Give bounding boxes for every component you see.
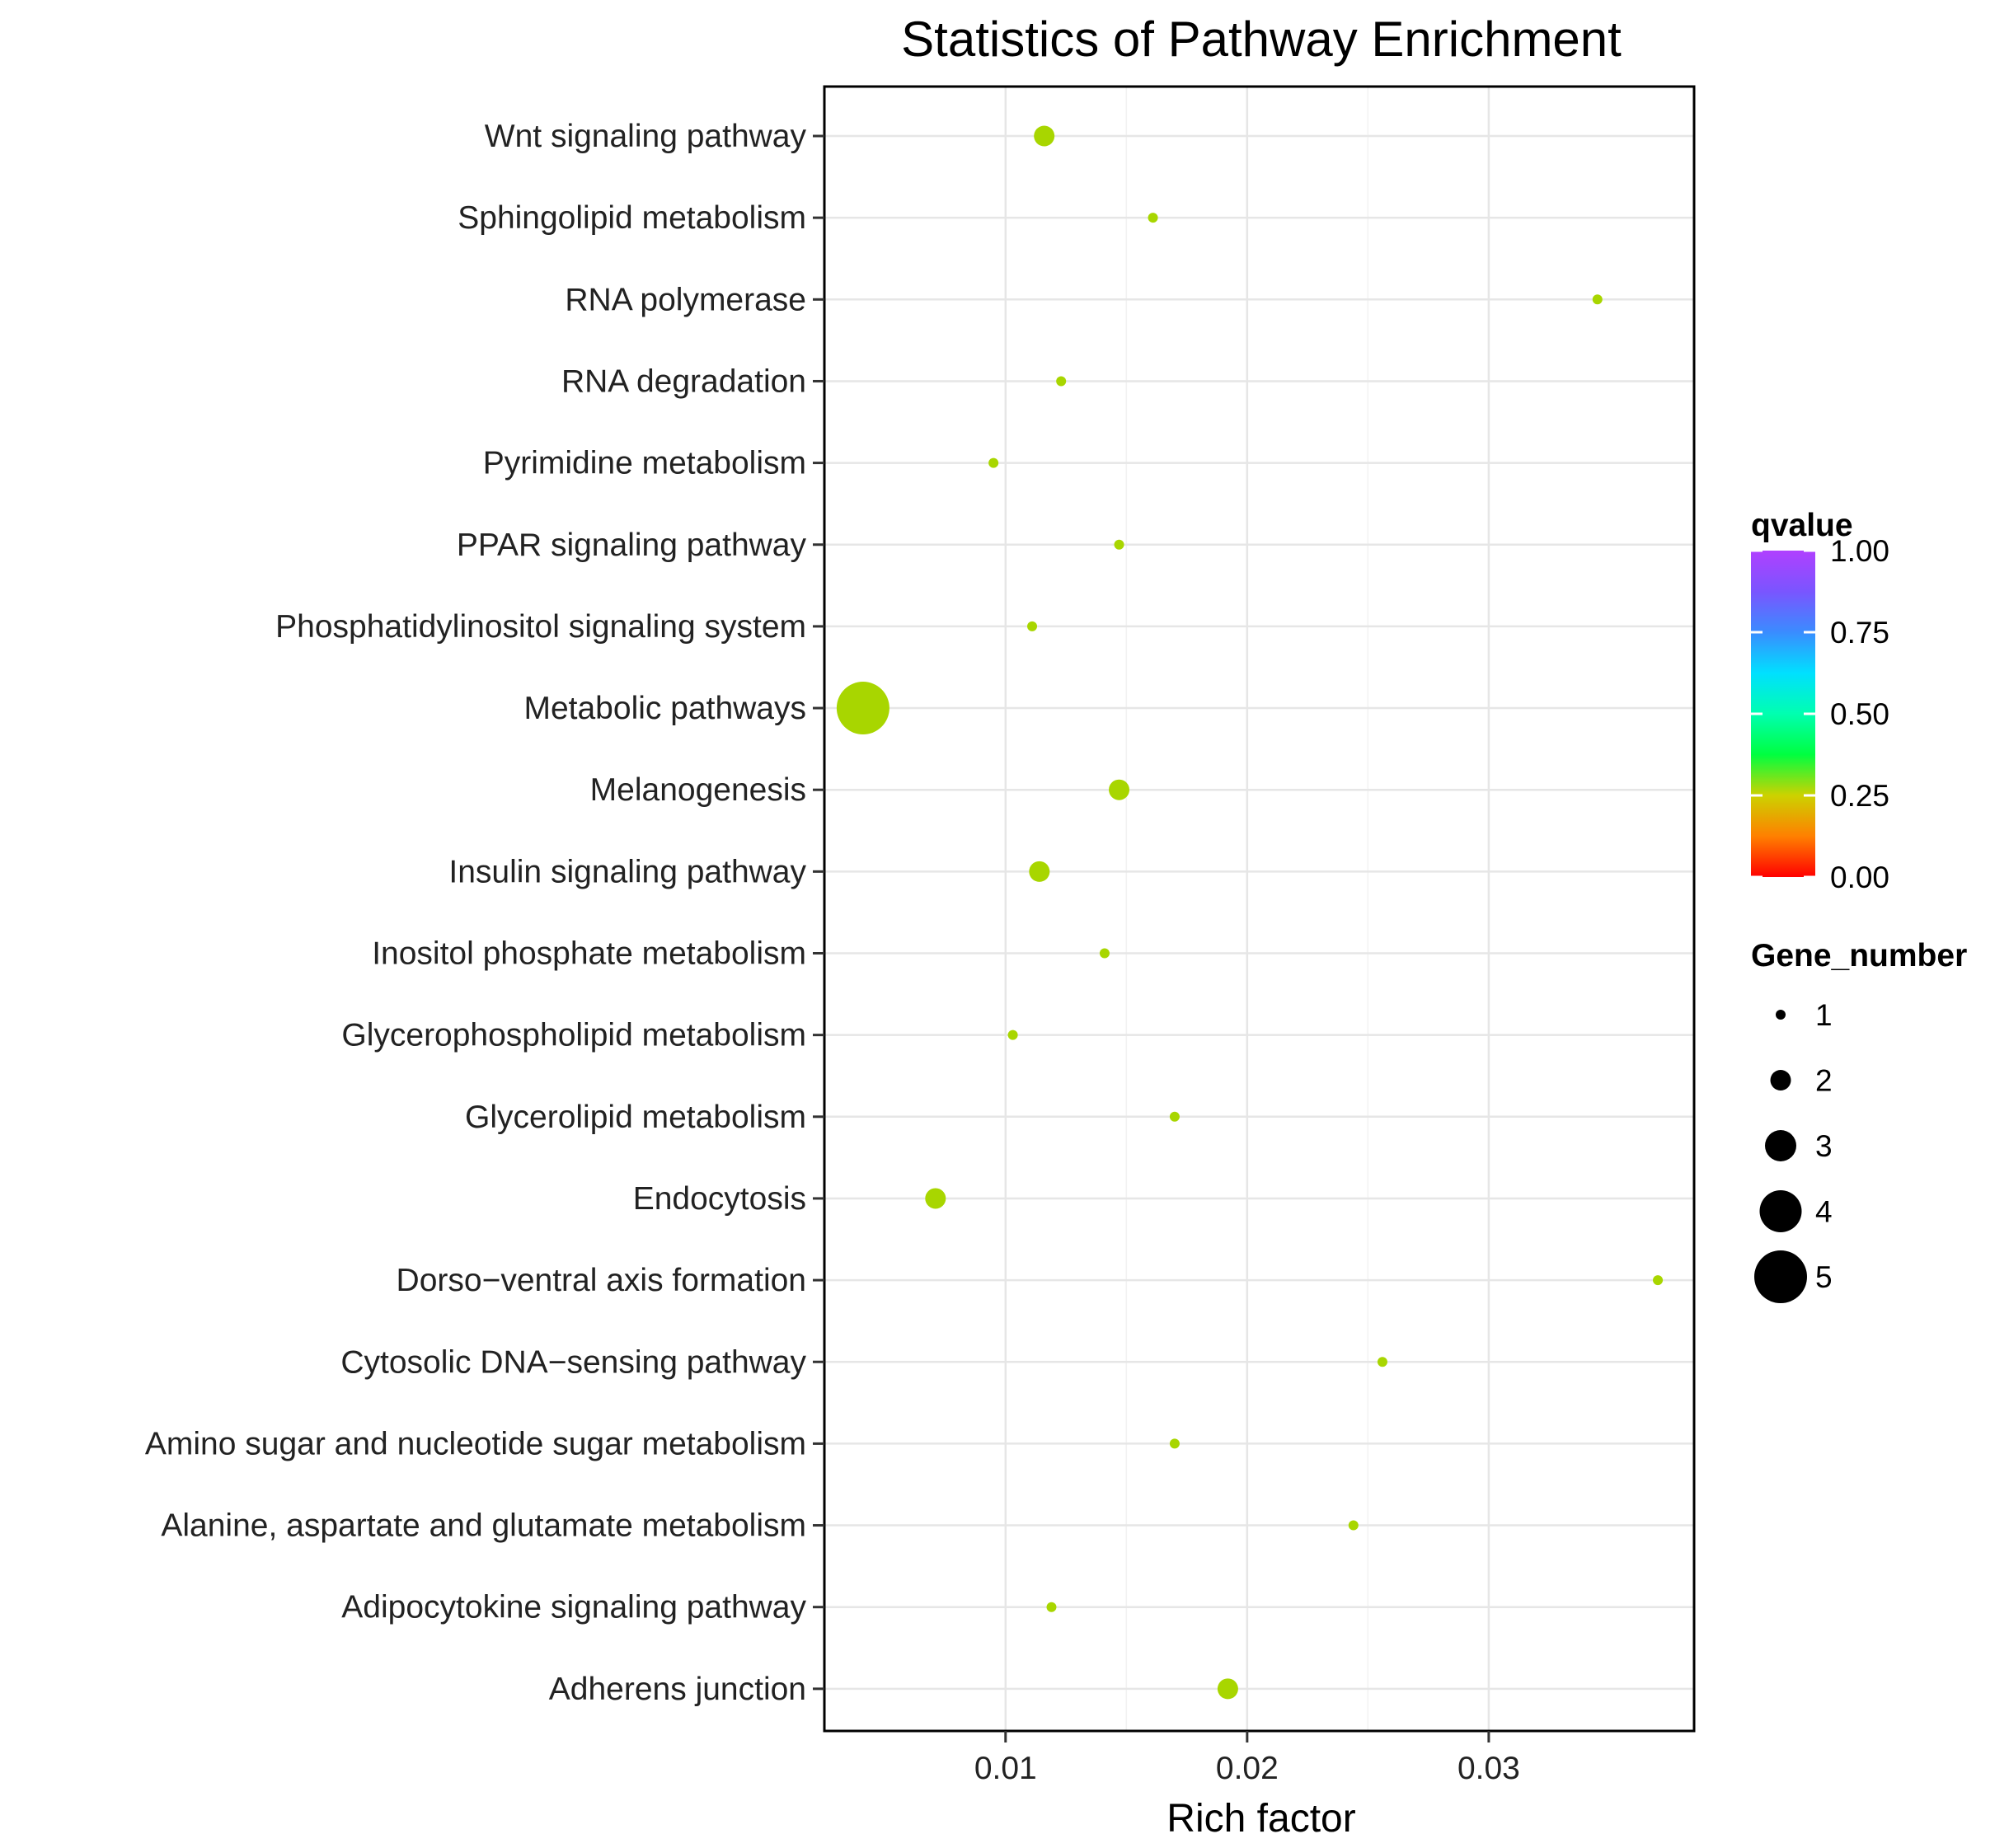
data-point [1027,621,1038,631]
plot-border [823,85,1696,1733]
y-axis: Wnt signaling pathway Sphingolipid metabo… [145,119,824,1707]
y-tick-label: Glycerolipid metabolism [465,1100,806,1135]
y-tick-label: Metabolic pathways [523,691,806,726]
y-tick-label: Melanogenesis [590,772,806,808]
gene-number-legend-label: 4 [1815,1195,1833,1229]
plot-background [824,87,1694,1731]
gene-number-legend-key [1765,1130,1796,1161]
y-tick-label: Endocytosis [633,1181,806,1217]
data-point [988,457,999,468]
y-tick-label: Adherens junction [549,1672,806,1707]
gene-number-legend-key [1759,1190,1802,1232]
data-point [1109,779,1130,800]
qvalue-legend-title: qvalue [1751,508,1853,543]
x-axis: 0.01 0.02 0.03 [974,1731,1520,1786]
data-point [1169,1111,1180,1122]
gene-number-legend-title: Gene_number [1751,938,1967,973]
x-tick-label: 0.02 [1216,1751,1279,1786]
grid-lines [824,87,1694,1731]
data-points [836,125,1664,1700]
gene-number-legend: Gene_number 1 2 3 4 5 [1751,938,1967,1303]
x-tick-label: 0.03 [1457,1751,1520,1786]
data-point [836,682,889,735]
y-tick-label: Inositol phosphate metabolism [372,936,806,972]
y-tick-label: Sphingolipid metabolism [458,200,806,236]
y-tick-label: Phosphatidylinositol signaling system [275,609,806,645]
data-point [925,1188,946,1209]
data-point [1148,213,1158,223]
qvalue-tick-label: 0.75 [1830,616,1889,650]
gene-number-legend-label: 1 [1815,998,1833,1032]
gene-number-legend-key [1754,1250,1807,1303]
y-tick-label: Pyrimidine metabolism [483,446,806,481]
data-point [1007,1030,1018,1040]
y-tick-label: Cytosolic DNA−sensing pathway [340,1344,806,1380]
data-point [1029,861,1050,882]
y-tick-label: Adipocytokine signaling pathway [341,1590,806,1625]
data-point [1034,125,1055,147]
qvalue-tick-label: 0.25 [1830,779,1889,813]
data-point [1056,376,1067,387]
chart-title: Statistics of Pathway Enrichment [901,12,1622,67]
data-point [1169,1438,1180,1449]
data-point [1114,539,1124,550]
x-tick-label: 0.01 [974,1751,1037,1786]
y-tick-label: RNA polymerase [565,282,806,317]
y-tick-label: Dorso−ventral axis formation [397,1263,806,1298]
y-tick-label: Glycerophospholipid metabolism [341,1018,806,1053]
y-tick-label: Insulin signaling pathway [448,854,806,889]
y-tick-label: Amino sugar and nucleotide sugar metabol… [145,1426,806,1461]
qvalue-legend: qvalue 1.00 0.75 0.50 0.25 0.00 [1751,508,1889,894]
qvalue-tick-label: 1.00 [1830,534,1889,568]
y-tick-label: Alanine, aspartate and glutamate metabol… [161,1508,806,1544]
gene-number-legend-label: 5 [1815,1260,1833,1294]
x-axis-title: Rich factor [1166,1797,1355,1841]
gene-number-legend-key [1770,1070,1791,1091]
data-point [1653,1275,1664,1286]
data-point [1592,294,1603,305]
gene-number-legend-label: 3 [1815,1129,1833,1163]
gene-number-legend-label: 2 [1815,1064,1833,1098]
qvalue-tick-label: 0.50 [1830,697,1889,731]
qvalue-tick-label: 0.00 [1830,861,1889,894]
data-point [1099,948,1110,959]
data-point [1348,1520,1359,1531]
y-tick-label: RNA degradation [561,364,806,399]
data-point [1217,1678,1238,1700]
data-point [1377,1357,1387,1367]
y-tick-label: Wnt signaling pathway [485,119,807,154]
y-tick-label: PPAR signaling pathway [457,528,807,563]
data-point [1046,1602,1057,1612]
gene-number-legend-key [1776,1010,1786,1020]
